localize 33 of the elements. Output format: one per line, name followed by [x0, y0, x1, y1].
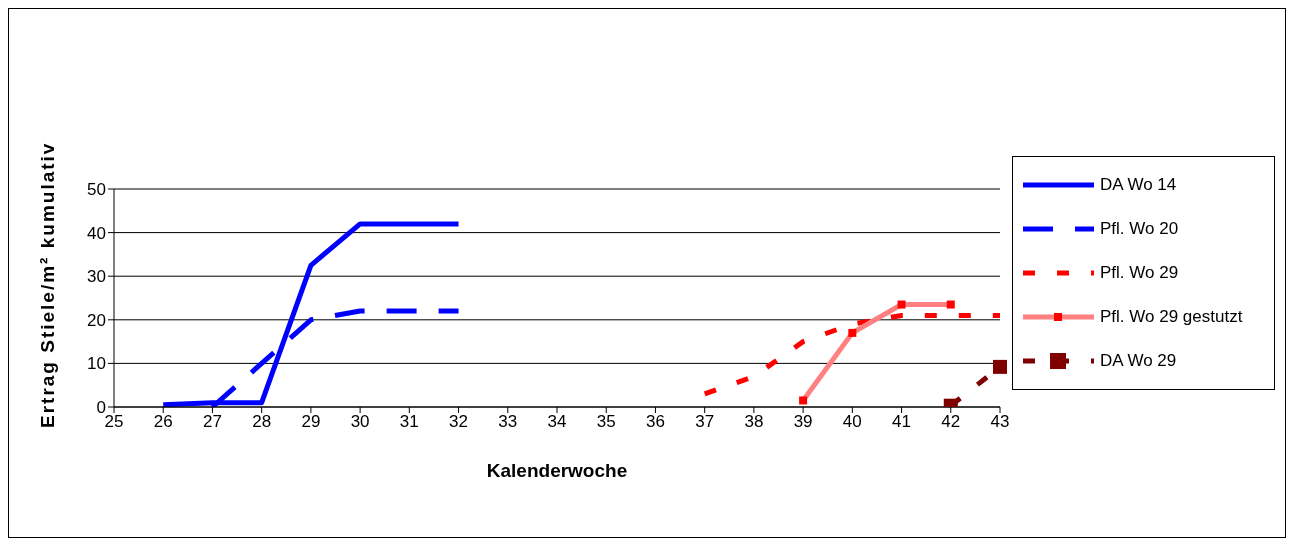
- x-tick-label: 32: [449, 412, 469, 432]
- y-tick-label: 50: [87, 180, 106, 200]
- x-tick-label: 37: [695, 412, 715, 432]
- x-tick-label: 41: [892, 412, 912, 432]
- y-tick-label: 0: [96, 398, 106, 418]
- x-tick-label: 30: [350, 412, 370, 432]
- y-tick-label: 30: [87, 267, 106, 287]
- x-tick-label: 25: [104, 412, 124, 432]
- legend-label: DA Wo 14: [1100, 175, 1177, 195]
- y-tick-label: 40: [87, 223, 106, 243]
- x-tick-label: 33: [498, 412, 518, 432]
- x-tick-label: 39: [793, 412, 813, 432]
- x-tick-label: 38: [744, 412, 764, 432]
- x-tick-label: 43: [990, 412, 1010, 432]
- x-tick-label: 31: [399, 412, 419, 432]
- x-axis-title: Kalenderwoche: [486, 460, 628, 481]
- legend-label: DA Wo 29: [1100, 351, 1177, 371]
- x-tick-label: 28: [252, 412, 272, 432]
- x-tick-label: 26: [153, 412, 173, 432]
- x-tick-label: 36: [645, 412, 665, 432]
- legend-label: Pfl. Wo 29: [1100, 263, 1179, 283]
- x-tick-label: 40: [842, 412, 862, 432]
- y-tick-label: 20: [87, 310, 106, 330]
- legend-label: Pfl. Wo 29 gestutzt: [1100, 307, 1243, 327]
- x-tick-label: 35: [596, 412, 616, 432]
- x-tick-label: 29: [301, 412, 321, 432]
- x-tick-label: 27: [202, 412, 222, 432]
- legend-label: Pfl. Wo 20: [1100, 219, 1179, 239]
- y-tick-label: 10: [87, 354, 106, 374]
- x-tick-label: 34: [547, 412, 567, 432]
- x-tick-label: 42: [941, 412, 961, 432]
- point: [993, 359, 1007, 374]
- y-axis-title: Ertrag Stiele/m² kumulativ: [36, 141, 58, 428]
